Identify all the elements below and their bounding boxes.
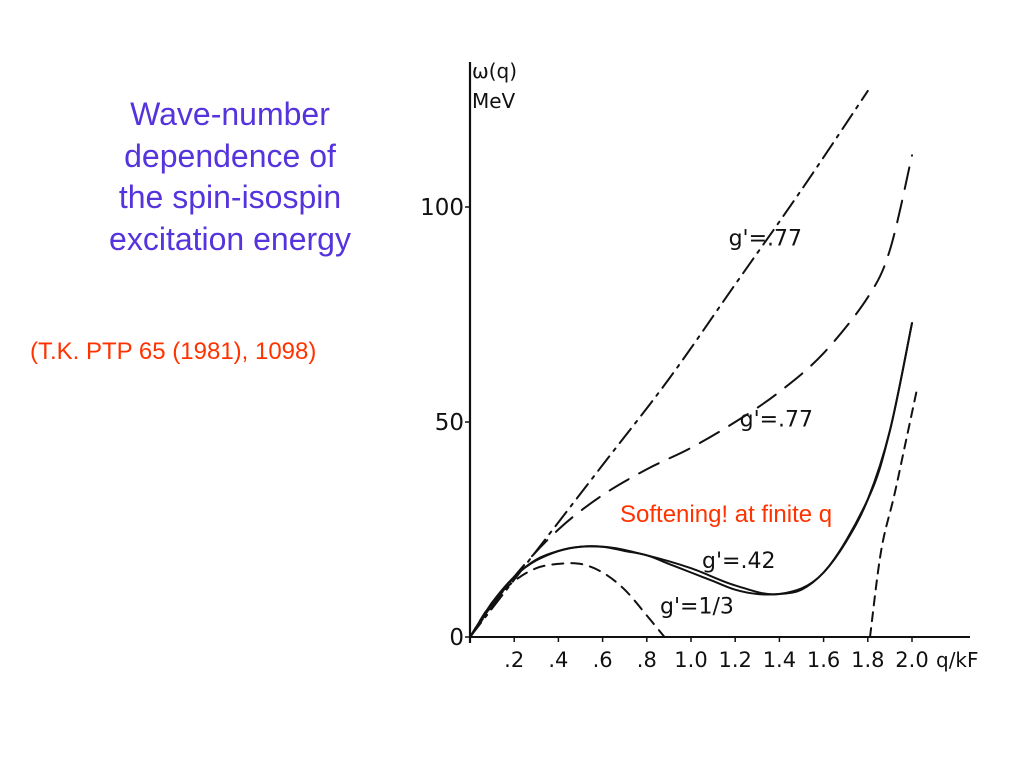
x-tick-label: .2 <box>504 648 524 672</box>
y-tick-label: 0 <box>449 625 464 651</box>
series-gp-077-lower-line <box>469 322 913 638</box>
softening-annotation: Softening! at finite q <box>620 501 833 528</box>
series-label: g'=.77 <box>729 227 802 252</box>
series-label: g'=1/3 <box>660 594 734 619</box>
title-line: Wave-number <box>130 96 330 132</box>
series-label: g'=.42 <box>702 549 775 574</box>
y-axis-label: ω(q) <box>472 59 517 83</box>
title-line: dependence of <box>124 137 336 174</box>
series-gp-077-upper-line <box>469 154 913 638</box>
x-tick-label: 1.0 <box>674 648 707 672</box>
x-tick-label: .4 <box>548 648 568 672</box>
slide-title: Wave-number dependence of the spin-isosp… <box>40 94 420 260</box>
x-tick-label: 1.6 <box>807 648 840 672</box>
x-tick-label: .6 <box>593 648 613 672</box>
x-tick-label: 2.0 <box>895 648 928 672</box>
series-threshold-line <box>869 390 918 638</box>
chart-labels-layer: g'=.77 g'=.77 g'=.42 g'=1/3 <box>660 227 813 620</box>
title-line: the spin-isospin <box>118 179 342 216</box>
x-tick-label: .8 <box>637 648 657 672</box>
y-tick-label: 100 <box>420 195 464 221</box>
x-tick-label: 1.4 <box>763 648 796 672</box>
series-gp-042-line <box>469 322 913 638</box>
series-dashdot-line <box>469 89 869 638</box>
chart-series-layer <box>469 89 918 638</box>
x-tick-label: 1.2 <box>718 648 751 672</box>
y-tick-label: 50 <box>435 410 464 436</box>
series-gp-one-third-line <box>469 562 666 638</box>
x-tick-label: 1.8 <box>851 648 884 672</box>
title-line: excitation energy <box>109 220 351 257</box>
chart-axes: .2 .4 .6 .8 1.0 1.2 1.4 1.6 1.8 2.0 0 50 100 ω(q) MeV q… <box>420 59 978 672</box>
x-axis-label: q/kF <box>936 648 979 672</box>
y-axis-unit-label: MeV <box>472 89 516 113</box>
series-label: g'=.77 <box>740 407 813 432</box>
citation: (T.K. PTP 65 (1981), 1098) <box>30 338 317 365</box>
